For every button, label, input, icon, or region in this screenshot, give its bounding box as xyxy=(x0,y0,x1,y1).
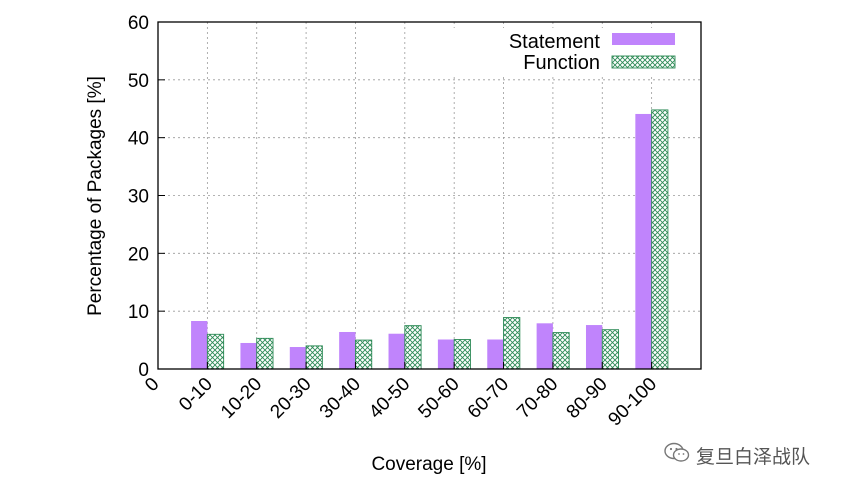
legend-label-statement: Statement xyxy=(509,31,601,53)
bar-function-20-30 xyxy=(305,345,323,370)
bar-statement-80-90 xyxy=(585,325,603,369)
x-tick-labels: 0 0-10 10-20 20-30 30-40 40-50 50-60 60-70 70-80… xyxy=(141,362,661,430)
y-tick-label: 60 xyxy=(128,13,149,34)
x-tick-label: 70-80 xyxy=(513,374,562,423)
legend-label-function: Function xyxy=(523,52,600,74)
x-tick-label: 30-40 xyxy=(316,374,365,423)
bar-function-90-100 xyxy=(651,109,669,370)
wechat-icon xyxy=(664,442,690,469)
bar-statement-60-70 xyxy=(487,339,504,369)
bar-function-10-20 xyxy=(256,337,274,370)
y-tick-label: 0 xyxy=(138,360,149,381)
y-tick-label: 40 xyxy=(128,129,149,150)
x-tick-label: 90-100 xyxy=(604,374,661,431)
bar-statement-0-10 xyxy=(191,320,208,369)
y-axis-label: Percentage of Packages [%] xyxy=(85,76,106,316)
bar-statement-20-30 xyxy=(289,347,307,369)
bar-function-70-80 xyxy=(552,332,570,370)
caption-fragment xyxy=(0,484,854,494)
x-tick-label: 0 xyxy=(141,374,163,396)
bars xyxy=(191,109,669,370)
watermark: 复旦白泽战队 xyxy=(664,442,810,469)
y-tick-label: 30 xyxy=(128,187,149,208)
y-tick-label: 50 xyxy=(128,71,149,92)
bar-statement-40-50 xyxy=(388,333,405,369)
grid-lines xyxy=(158,22,701,369)
x-tick-label: 50-60 xyxy=(414,374,463,423)
legend: Statement Function xyxy=(425,28,692,76)
watermark-text: 复旦白泽战队 xyxy=(696,446,811,468)
bar-statement-50-60 xyxy=(437,339,455,369)
y-tick-labels: 0 10 20 30 40 50 60 xyxy=(128,13,165,381)
bar-statement-90-100 xyxy=(635,113,652,369)
y-tick-label: 10 xyxy=(128,302,149,323)
bar-function-0-10 xyxy=(206,333,225,370)
x-tick-label: 0-10 xyxy=(175,374,217,416)
legend-swatch-function xyxy=(611,55,676,69)
y-tick-label: 20 xyxy=(128,244,149,265)
x-axis-label: Coverage [%] xyxy=(371,454,486,475)
bar-statement-10-20 xyxy=(240,342,257,369)
bar-statement-70-80 xyxy=(536,323,553,369)
bar-function-60-70 xyxy=(503,317,521,370)
bar-statement-30-40 xyxy=(339,331,356,369)
bar-function-50-60 xyxy=(453,339,471,370)
bar-function-40-50 xyxy=(404,325,422,370)
legend-swatch-statement xyxy=(612,33,675,45)
bar-function-80-90 xyxy=(601,329,620,370)
x-tick-label: 60-70 xyxy=(464,374,513,423)
x-tick-label: 10-20 xyxy=(217,374,266,423)
x-tick-label: 20-30 xyxy=(266,374,315,423)
bar-function-30-40 xyxy=(355,339,373,370)
x-tick-label: 40-50 xyxy=(365,374,414,423)
